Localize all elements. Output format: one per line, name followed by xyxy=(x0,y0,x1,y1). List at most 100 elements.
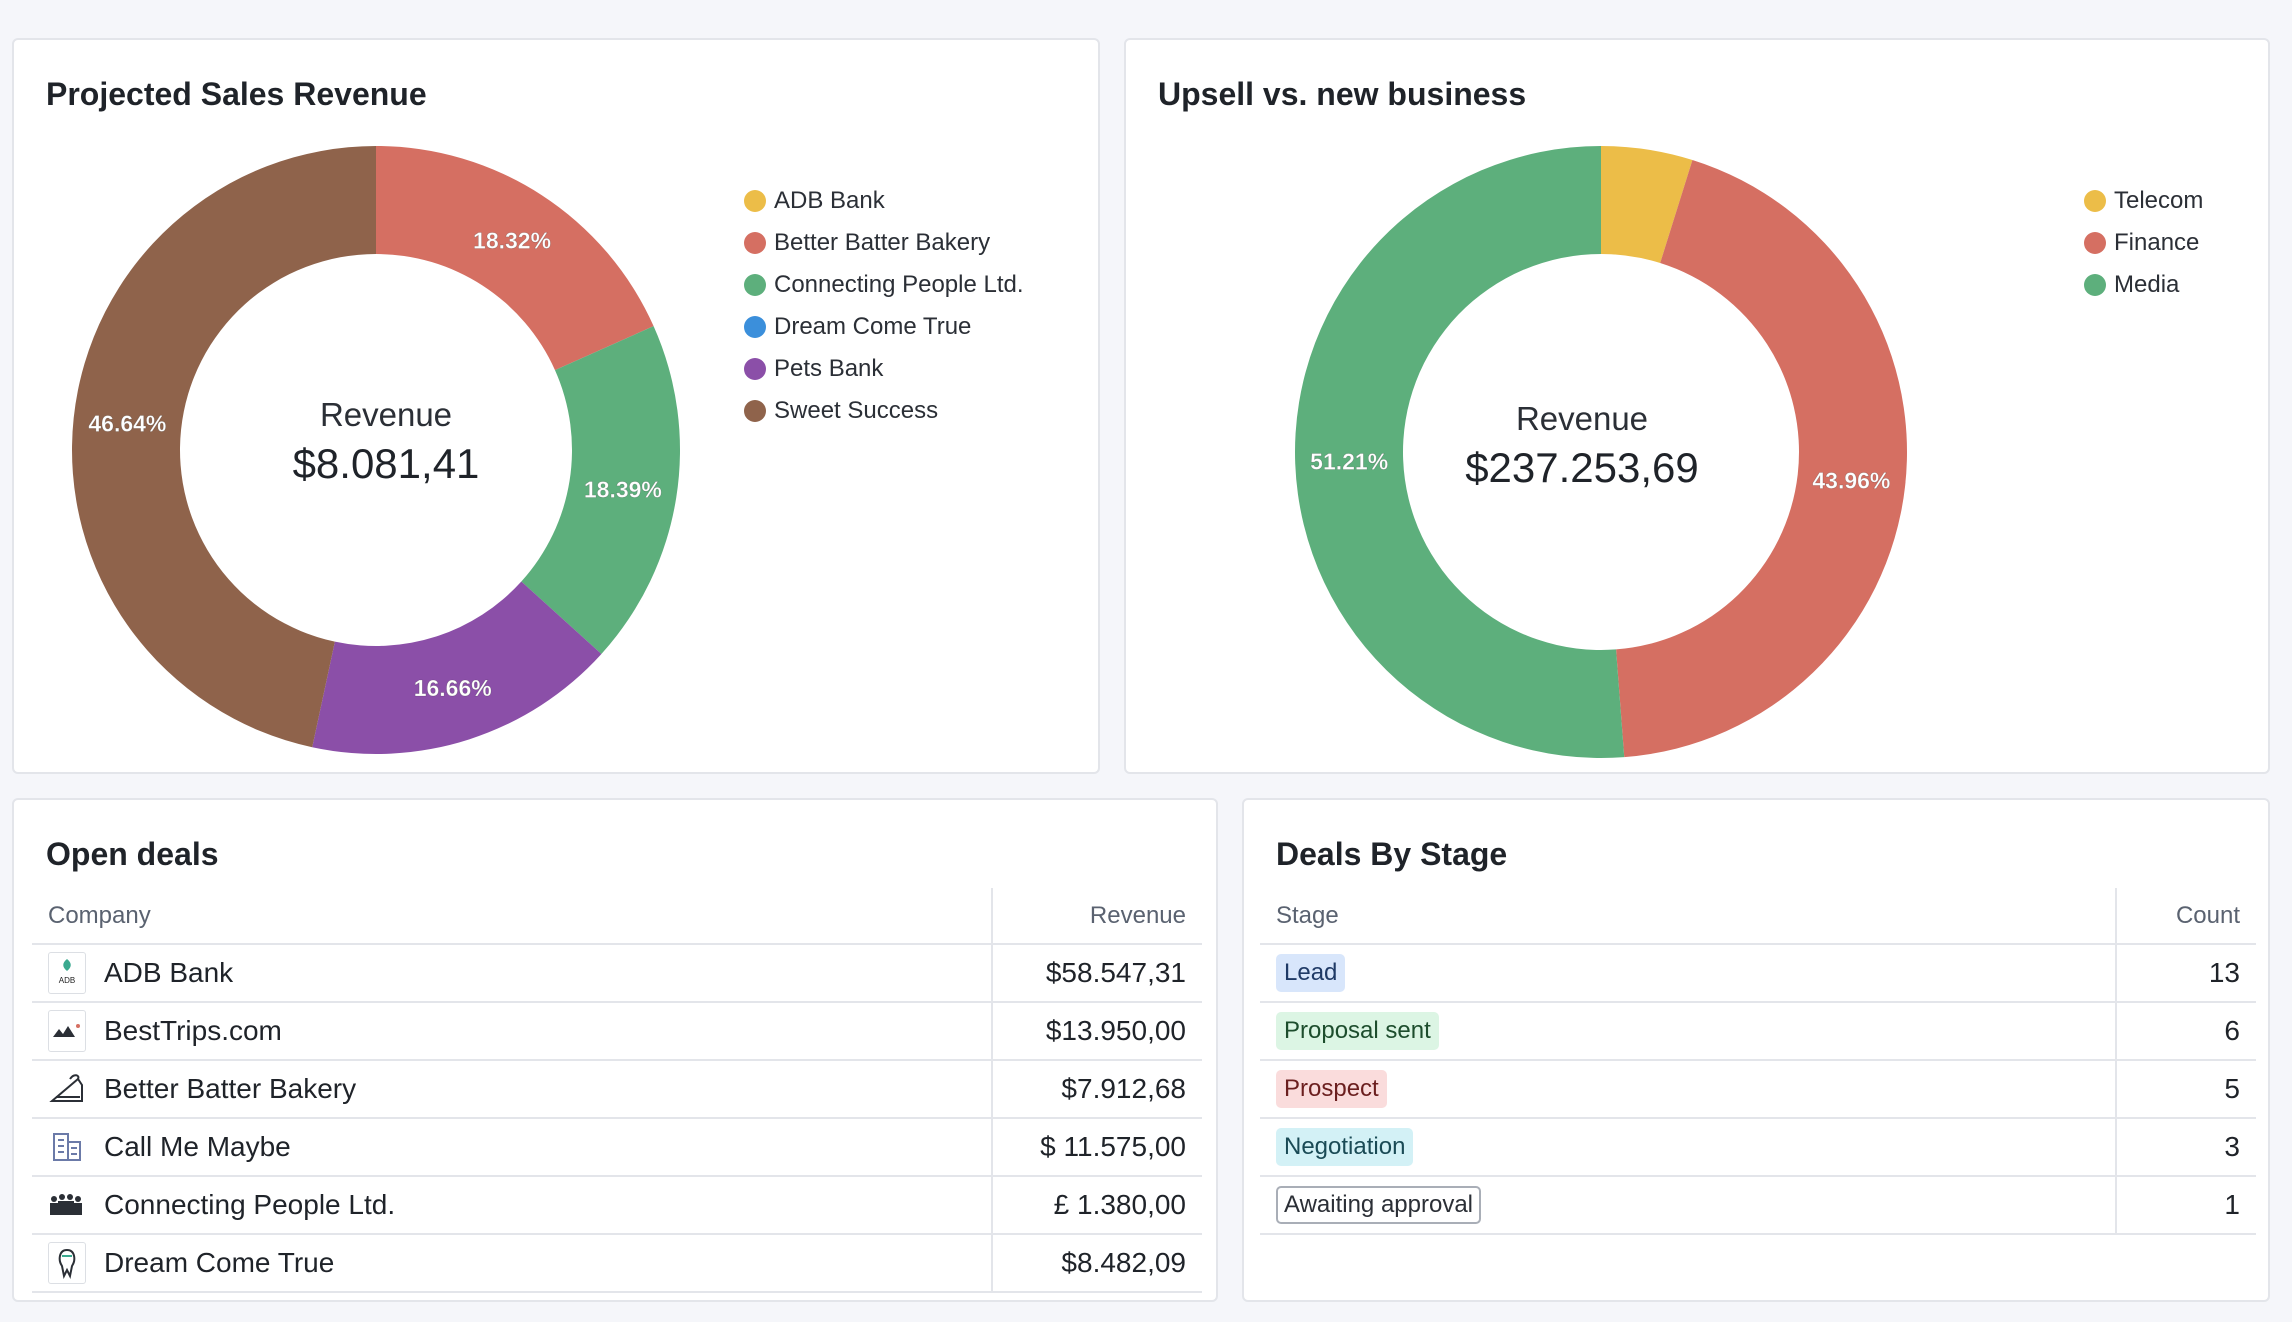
besttrips-logo xyxy=(48,1010,86,1052)
company-cell-content: Call Me Maybe xyxy=(48,1126,975,1168)
stage-cell: Awaiting approval xyxy=(1260,1176,2117,1235)
donut-slice-telecom[interactable] xyxy=(1601,146,1693,264)
table-row[interactable]: Call Me Maybe $ 11.575,00 xyxy=(32,1118,1202,1177)
stage-badge: Proposal sent xyxy=(1276,1012,1439,1050)
count-cell: 6 xyxy=(2116,1002,2256,1061)
legend-item[interactable]: Telecom xyxy=(2084,180,2203,222)
company-name: Call Me Maybe xyxy=(104,1131,291,1162)
table-row[interactable]: Connecting People Ltd. £ 1.380,00 xyxy=(32,1176,1202,1235)
slice-percent-label: 51.21% xyxy=(1310,449,1388,475)
building-icon xyxy=(48,1126,86,1168)
card-title: Open deals xyxy=(46,836,219,872)
revenue-cell: $7.912,68 xyxy=(992,1060,1202,1119)
donut-center-label: Revenue $237.253,69 xyxy=(1442,400,1722,492)
company-cell-content: Connecting People Ltd. xyxy=(48,1184,975,1226)
upsell-donut-chart: 43.96% 51.21% xyxy=(1294,146,1907,758)
column-header-company[interactable]: Company xyxy=(32,888,993,945)
stage-cell: Prospect xyxy=(1260,1060,2117,1119)
donut-slice-sweet-success[interactable] xyxy=(72,146,376,748)
company-cell-content: Better Batter Bakery xyxy=(48,1068,975,1110)
deals-by-stage-table: Stage Count Lead 13 Proposal sent 6 Pros… xyxy=(1260,888,2256,1235)
stage-cell: Negotiation xyxy=(1260,1118,2117,1177)
table-row[interactable]: ADB ADB Bank $58.547,31 xyxy=(32,944,1202,1003)
legend-item[interactable]: Finance xyxy=(2084,222,2203,264)
chart-legend: ADB Bank Better Batter Bakery Connecting… xyxy=(744,180,1024,432)
legend-item[interactable]: Pets Bank xyxy=(744,348,1024,390)
center-value: $237.253,69 xyxy=(1465,444,1699,491)
legend-item[interactable]: Connecting People Ltd. xyxy=(744,264,1024,306)
revenue-cell: $8.482,09 xyxy=(992,1234,1202,1293)
adb-bank-logo: ADB xyxy=(48,952,86,994)
table-row[interactable]: Proposal sent 6 xyxy=(1260,1002,2256,1061)
company-cell-content: BestTrips.com xyxy=(48,1010,975,1052)
revenue-cell: $ 11.575,00 xyxy=(992,1118,1202,1177)
deals-by-stage-card: Deals By Stage Stage Count Lead 13 Propo… xyxy=(1242,798,2270,1302)
center-value: $8.081,41 xyxy=(292,440,480,487)
revenue-cell: £ 1.380,00 xyxy=(992,1176,1202,1235)
table-row[interactable]: Negotiation 3 xyxy=(1260,1118,2256,1177)
table-row[interactable]: Dream Come True $8.482,09 xyxy=(32,1234,1202,1293)
legend-label: Dream Come True xyxy=(774,313,972,340)
table-row[interactable]: Awaiting approval 1 xyxy=(1260,1176,2256,1235)
chart-legend: Telecom Finance Media xyxy=(2084,180,2203,306)
donut-slice-connecting-people-ltd[interactable] xyxy=(521,326,680,654)
donut-slice-pets-bank[interactable] xyxy=(312,581,602,754)
legend-label: Finance xyxy=(2114,229,2200,256)
donut-center-label: Revenue $8.081,41 xyxy=(256,396,516,488)
table-row[interactable]: Prospect 5 xyxy=(1260,1060,2256,1119)
count-cell: 3 xyxy=(2116,1118,2256,1177)
legend-swatch xyxy=(744,358,766,380)
company-cell: ADB ADB Bank xyxy=(32,944,993,1003)
donut-slice-better-batter-bakery[interactable] xyxy=(376,146,654,371)
legend-item[interactable]: Media xyxy=(2084,264,2203,306)
company-name: ADB Bank xyxy=(104,957,234,988)
table-header-row: Stage Count xyxy=(1260,888,2256,945)
donut-slice-finance[interactable] xyxy=(1616,159,1907,758)
cake-slice-icon xyxy=(48,1068,86,1110)
table-row[interactable]: BestTrips.com $13.950,00 xyxy=(32,1002,1202,1061)
count-cell: 1 xyxy=(2116,1176,2256,1235)
legend-label: Telecom xyxy=(2114,187,2204,214)
donut-slice-media[interactable] xyxy=(1294,146,1625,758)
legend-swatch xyxy=(2084,274,2106,296)
dream-come-true-logo xyxy=(48,1242,86,1284)
stage-cell: Proposal sent xyxy=(1260,1002,2117,1061)
table-row[interactable]: Lead 13 xyxy=(1260,944,2256,1003)
slice-percent-label: 18.32% xyxy=(473,227,551,253)
company-name: BestTrips.com xyxy=(104,1015,282,1046)
slice-percent-label: 18.39% xyxy=(584,476,662,502)
company-name: Dream Come True xyxy=(104,1247,335,1278)
projected-sales-donut-chart: 18.32% 18.39% 16.66% 46.64% xyxy=(72,146,680,754)
stage-badge: Awaiting approval xyxy=(1276,1186,1482,1224)
slice-percent-label: 43.96% xyxy=(1812,468,1890,494)
open-deals-table: Company Revenue ADB ADB Bank $58.547,31 xyxy=(32,888,1202,1293)
company-cell: Dream Come True xyxy=(32,1234,993,1293)
legend-swatch xyxy=(2084,190,2106,212)
column-header-count[interactable]: Count xyxy=(2116,888,2256,945)
center-title: Revenue xyxy=(319,396,453,433)
table-row[interactable]: Better Batter Bakery $7.912,68 xyxy=(32,1060,1202,1119)
upsell-card: Upsell vs. new business 43.96% 51.21% Rev… xyxy=(1124,38,2270,774)
company-cell: BestTrips.com xyxy=(32,1002,993,1061)
legend-item[interactable]: ADB Bank xyxy=(744,180,1024,222)
column-header-stage[interactable]: Stage xyxy=(1260,888,2117,945)
company-cell-content: ADB ADB Bank xyxy=(48,952,975,994)
legend-label: ADB Bank xyxy=(774,187,885,214)
legend-item[interactable]: Better Batter Bakery xyxy=(744,222,1024,264)
open-deals-card: Open deals Company Revenue ADB ADB Bank xyxy=(12,798,1218,1302)
company-cell: Better Batter Bakery xyxy=(32,1060,993,1119)
card-title: Upsell vs. new business xyxy=(1158,76,1527,112)
center-title: Revenue xyxy=(1515,400,1649,437)
count-cell: 5 xyxy=(2116,1060,2256,1119)
legend-label: Connecting People Ltd. xyxy=(774,271,1024,298)
stage-badge: Negotiation xyxy=(1276,1128,1414,1166)
legend-item[interactable]: Dream Come True xyxy=(744,306,1024,348)
company-cell: Connecting People Ltd. xyxy=(32,1176,993,1235)
revenue-cell: $13.950,00 xyxy=(992,1002,1202,1061)
company-name: Connecting People Ltd. xyxy=(104,1189,396,1220)
legend-item[interactable]: Sweet Success xyxy=(744,390,1024,432)
svg-text:ADB: ADB xyxy=(59,976,75,985)
column-header-revenue[interactable]: Revenue xyxy=(992,888,1202,945)
legend-swatch xyxy=(744,190,766,212)
card-title: Deals By Stage xyxy=(1276,836,1508,872)
